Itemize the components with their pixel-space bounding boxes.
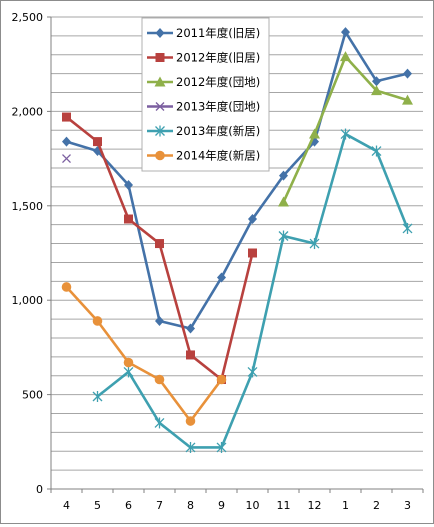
legend-label: 2012年度(旧居) — [176, 51, 260, 65]
circle-marker — [216, 374, 227, 385]
triangle-marker — [402, 94, 413, 105]
legend-item: 2014年度(新居) — [147, 149, 260, 163]
diamond-marker — [403, 68, 412, 79]
star-marker — [155, 125, 165, 137]
x-tick-label: 4 — [63, 499, 70, 512]
circle-marker — [154, 374, 165, 385]
diamond-marker — [372, 76, 381, 87]
diamond-marker — [124, 180, 133, 191]
square-marker — [186, 350, 195, 360]
diamond-marker — [279, 170, 288, 181]
diamond-marker — [341, 27, 350, 38]
x-tick-label: 5 — [94, 499, 101, 512]
x-marker — [62, 154, 71, 164]
star-marker — [123, 366, 134, 378]
circle-marker — [61, 282, 72, 292]
series-1 — [62, 27, 412, 334]
star-marker — [402, 222, 413, 234]
star-marker — [185, 441, 196, 453]
legend-label: 2011年度(旧居) — [176, 26, 260, 40]
star-marker — [309, 238, 320, 250]
series-3 — [278, 51, 413, 207]
legend-label: 2014年度(新居) — [176, 149, 260, 163]
triangle-marker — [154, 76, 166, 87]
triangle-marker — [371, 85, 382, 96]
x-tick-label: 8 — [187, 499, 194, 512]
legend-item: 2013年度(新居) — [147, 124, 260, 138]
star-marker — [154, 417, 165, 429]
y-tick-label: 0 — [36, 483, 43, 496]
star-marker — [92, 390, 103, 402]
y-tick-label: 1,500 — [12, 200, 44, 213]
square-marker — [155, 53, 165, 62]
x-tick-label: 7 — [156, 499, 163, 512]
triangle-marker — [278, 196, 289, 207]
series-5 — [92, 128, 413, 453]
series-line — [66, 30, 408, 330]
x-tick-label: 10 — [246, 499, 260, 512]
diamond-marker — [155, 28, 165, 38]
square-marker — [62, 112, 71, 122]
legend-item: 2011年度(旧居) — [147, 26, 260, 40]
legend-item: 2012年度(旧居) — [147, 51, 260, 65]
series-lines — [61, 27, 413, 453]
square-marker — [155, 239, 164, 249]
legend-label: 2013年度(団地) — [176, 100, 260, 114]
star-marker — [371, 145, 382, 157]
diamond-marker — [155, 315, 164, 326]
diamond-marker — [248, 214, 257, 225]
circle-marker — [123, 357, 134, 368]
x-tick-label: 3 — [404, 499, 411, 512]
square-marker — [248, 248, 257, 258]
y-tick-label: 1,000 — [12, 294, 44, 307]
x-tick-label: 6 — [125, 499, 132, 512]
series-line — [65, 286, 223, 423]
circle-marker — [155, 150, 165, 161]
x-tick-label: 11 — [277, 499, 291, 512]
legend-box — [141, 17, 270, 172]
square-marker — [124, 214, 133, 224]
star-marker — [216, 441, 227, 453]
y-tick-label: 2,000 — [12, 105, 44, 118]
legend: 2011年度(旧居) 2012年度(旧居) 2012年度(団地) 2013年度(団地)… — [141, 17, 270, 172]
star-marker — [278, 230, 289, 242]
triangle-marker — [340, 51, 351, 62]
star-marker — [247, 366, 258, 378]
legend-item: 2013年度(団地) — [147, 100, 260, 114]
circle-marker — [185, 416, 196, 426]
diamond-marker — [186, 323, 195, 334]
series-4 — [62, 154, 71, 164]
diamond-marker — [62, 136, 71, 147]
circle-marker — [92, 316, 103, 326]
y-tick-label: 2,500 — [12, 11, 44, 24]
x-tick-label: 9 — [218, 499, 225, 512]
x-tick-label: 1 — [342, 499, 349, 512]
legend-label: 2013年度(新居) — [176, 124, 260, 138]
triangle-marker — [309, 128, 320, 139]
legend-label: 2012年度(団地) — [176, 75, 260, 89]
series-line — [96, 132, 409, 449]
square-marker — [93, 137, 102, 147]
star-marker — [340, 128, 351, 140]
legend-item: 2012年度(団地) — [147, 75, 260, 89]
x-tick-label: 12 — [308, 499, 322, 512]
diamond-marker — [217, 272, 226, 283]
series-6 — [61, 282, 227, 426]
x-marker — [155, 102, 165, 111]
x-tick-label: 2 — [373, 499, 380, 512]
y-tick-label: 500 — [22, 389, 43, 402]
